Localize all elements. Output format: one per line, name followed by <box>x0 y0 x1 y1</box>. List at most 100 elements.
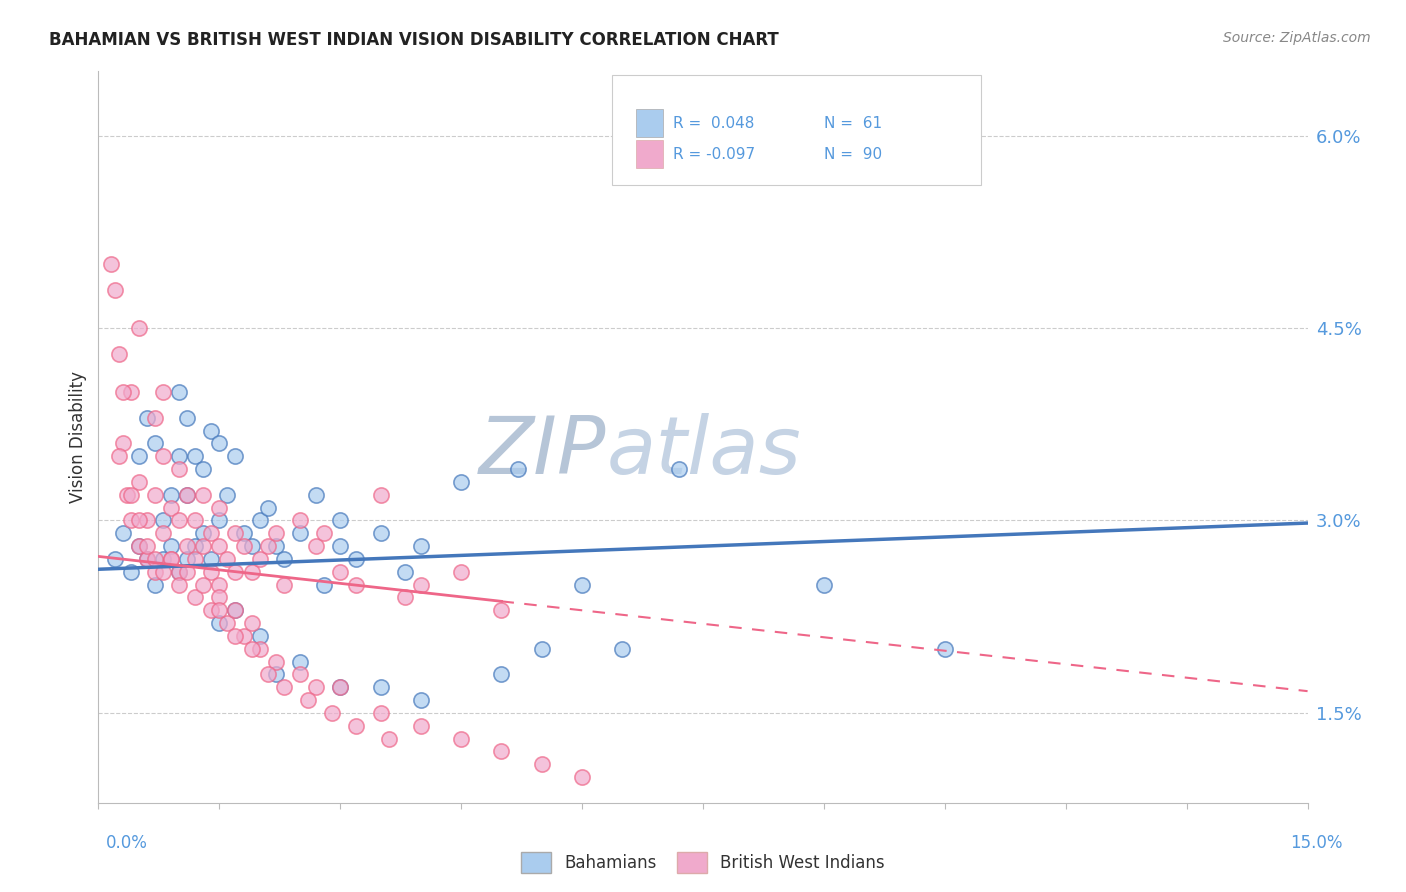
Point <box>329 565 352 579</box>
Point <box>193 488 215 502</box>
Point <box>240 641 263 656</box>
Point <box>264 526 287 541</box>
Point <box>224 565 246 579</box>
Y-axis label: Vision Disability: Vision Disability <box>69 371 87 503</box>
Point <box>409 693 432 707</box>
Point <box>288 526 311 541</box>
Point <box>143 410 166 425</box>
Point <box>224 603 246 617</box>
Point <box>305 681 328 695</box>
Text: atlas: atlas <box>606 413 801 491</box>
Point <box>176 539 198 553</box>
Point <box>135 514 157 528</box>
Point <box>217 616 239 631</box>
Point <box>370 706 392 720</box>
Point <box>288 667 311 681</box>
Point <box>193 539 215 553</box>
Text: 0.0%: 0.0% <box>105 834 148 852</box>
Point <box>305 539 328 553</box>
Point <box>135 539 157 553</box>
Point <box>491 744 513 758</box>
Point <box>329 539 352 553</box>
Point <box>409 539 432 553</box>
Point <box>813 577 835 591</box>
Point <box>167 385 190 400</box>
Point <box>120 488 142 502</box>
Point <box>530 641 553 656</box>
Point <box>256 539 278 553</box>
Point <box>329 514 352 528</box>
FancyBboxPatch shape <box>637 140 664 168</box>
Text: N =  90: N = 90 <box>824 146 882 161</box>
Text: R =  0.048: R = 0.048 <box>672 116 754 131</box>
Point <box>506 462 529 476</box>
Point <box>273 552 295 566</box>
Point <box>167 577 190 591</box>
Point <box>184 514 207 528</box>
Point <box>321 706 343 720</box>
Point <box>160 539 183 553</box>
Point <box>152 552 174 566</box>
Point <box>571 770 593 784</box>
Point <box>208 539 231 553</box>
Point <box>115 488 138 502</box>
Point <box>200 565 222 579</box>
Point <box>160 552 183 566</box>
Point <box>200 603 222 617</box>
Point <box>193 462 215 476</box>
Point <box>167 450 190 464</box>
Point <box>184 450 207 464</box>
Point <box>256 500 278 515</box>
Point <box>143 552 166 566</box>
Point <box>143 577 166 591</box>
Point <box>128 539 150 553</box>
Point <box>491 603 513 617</box>
Point <box>152 450 174 464</box>
Point <box>450 475 472 489</box>
Point <box>297 693 319 707</box>
Point <box>128 321 150 335</box>
Point <box>314 577 336 591</box>
Point <box>176 410 198 425</box>
Point <box>107 450 129 464</box>
Point <box>120 385 142 400</box>
Point <box>344 719 367 733</box>
Point <box>232 539 254 553</box>
Point <box>208 500 231 515</box>
Point <box>128 475 150 489</box>
Text: BAHAMIAN VS BRITISH WEST INDIAN VISION DISABILITY CORRELATION CHART: BAHAMIAN VS BRITISH WEST INDIAN VISION D… <box>49 31 779 49</box>
Point <box>208 577 231 591</box>
Point <box>160 500 183 515</box>
Point <box>152 385 174 400</box>
Point <box>612 641 634 656</box>
Point <box>200 526 222 541</box>
Point <box>264 667 287 681</box>
Point <box>370 526 392 541</box>
Point <box>167 514 190 528</box>
Point <box>224 526 246 541</box>
Point <box>193 526 215 541</box>
Point <box>176 565 198 579</box>
Point <box>128 514 150 528</box>
Point <box>232 629 254 643</box>
Point <box>249 514 271 528</box>
Point <box>184 591 207 605</box>
Point <box>450 565 472 579</box>
Point <box>240 539 263 553</box>
Point <box>224 629 246 643</box>
Point <box>111 526 134 541</box>
Point <box>208 591 231 605</box>
FancyBboxPatch shape <box>637 110 664 137</box>
Point <box>344 552 367 566</box>
Point <box>264 655 287 669</box>
Point <box>167 462 190 476</box>
Point <box>249 641 271 656</box>
Point <box>107 346 129 360</box>
Point <box>184 539 207 553</box>
Point <box>491 667 513 681</box>
Point <box>450 731 472 746</box>
Point <box>370 488 392 502</box>
Point <box>167 565 190 579</box>
Point <box>409 719 432 733</box>
Point <box>120 514 142 528</box>
